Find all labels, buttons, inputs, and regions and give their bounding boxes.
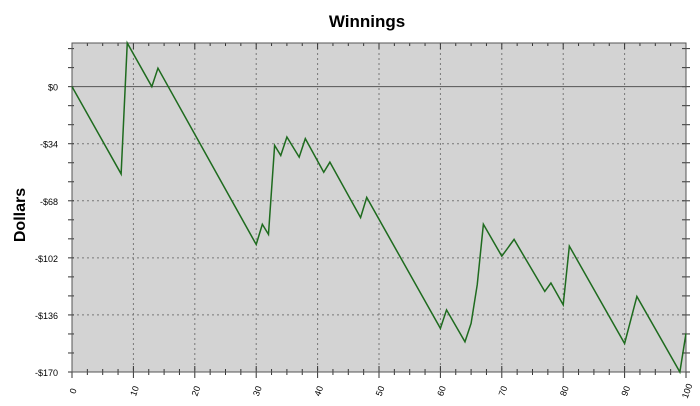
y-axis-label: Dollars (12, 188, 29, 242)
x-tick-label: 70 (497, 385, 510, 398)
x-tick-label: 50 (374, 385, 387, 398)
y-tick-label: -$102 (35, 254, 58, 264)
x-tick-label: 90 (619, 385, 632, 398)
x-tick-label: 80 (558, 385, 571, 398)
x-tick-label: 10 (128, 385, 141, 398)
plot-border (71, 42, 687, 373)
x-tick-label: 40 (312, 385, 325, 398)
y-tick-label: -$34 (40, 140, 58, 150)
winnings-line (71, 40, 687, 375)
chart-title: Winnings (329, 12, 405, 31)
y-tick-label: $0 (48, 83, 58, 93)
y-tick-label: -$68 (40, 197, 58, 207)
x-tick-label: 100 (680, 382, 695, 400)
y-tick-label: -$136 (35, 311, 58, 321)
plot-background (72, 43, 686, 372)
x-tick-label: 20 (190, 385, 203, 398)
y-tick-label: -$170 (35, 368, 58, 378)
x-tick-label: 30 (251, 385, 264, 398)
x-tick-label: 60 (435, 385, 448, 398)
x-tick-label: 0 (68, 387, 79, 395)
